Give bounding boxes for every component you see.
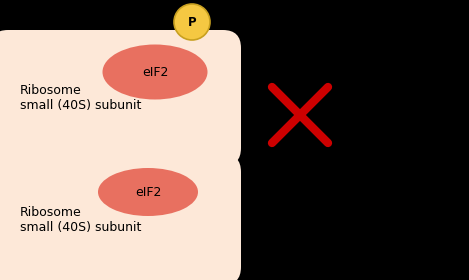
- Text: Ribosome
small (40S) subunit: Ribosome small (40S) subunit: [20, 84, 141, 112]
- Text: eIF2: eIF2: [142, 67, 168, 80]
- Ellipse shape: [98, 168, 198, 216]
- Text: P: P: [188, 15, 197, 29]
- FancyBboxPatch shape: [0, 30, 241, 166]
- Ellipse shape: [103, 45, 207, 99]
- Text: eIF2: eIF2: [135, 186, 161, 199]
- Circle shape: [174, 4, 210, 40]
- FancyBboxPatch shape: [0, 154, 241, 280]
- Text: Ribosome
small (40S) subunit: Ribosome small (40S) subunit: [20, 206, 141, 234]
